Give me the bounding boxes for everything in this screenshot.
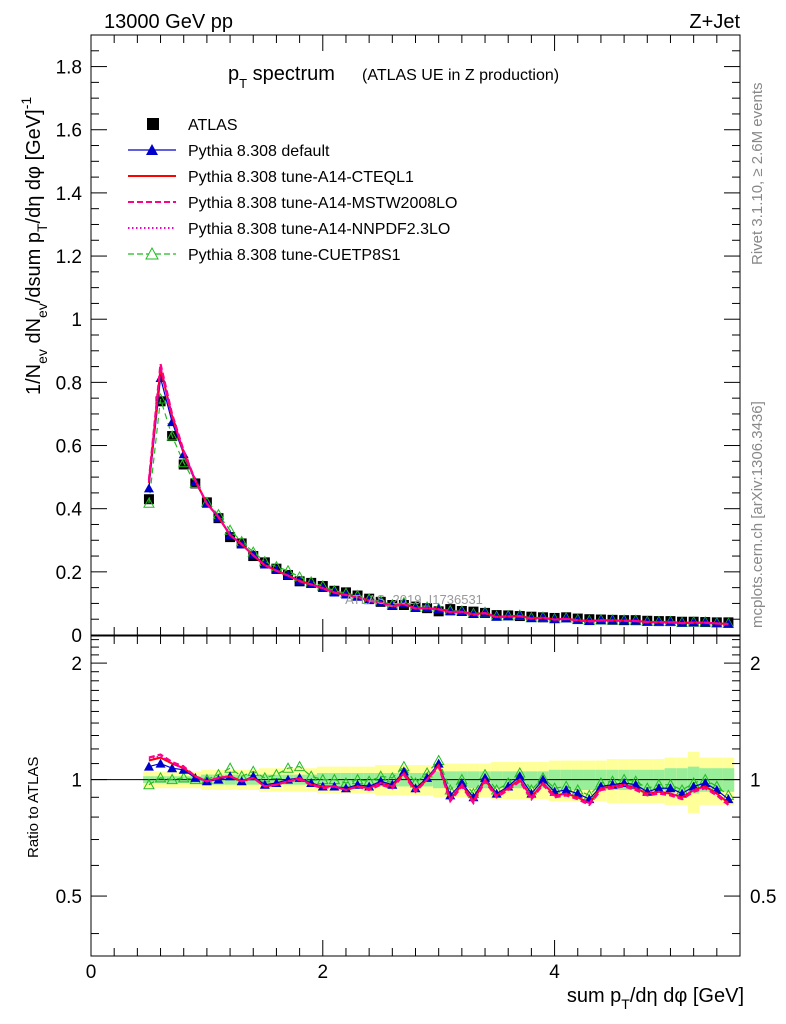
- ratio-marker-default: [561, 784, 572, 794]
- process-label: Z+Jet: [689, 11, 740, 33]
- ratio-tick-label: 2: [71, 654, 82, 675]
- ratio-marker-default: [572, 788, 583, 798]
- ratio-band-inner: [687, 766, 700, 794]
- analysis-watermark: ATLAS_2019_I1736531: [345, 592, 483, 607]
- ratio-curve-mstw: [148, 753, 730, 807]
- y-tick-label: 1.4: [56, 184, 83, 205]
- y-tick-label: 1.6: [56, 121, 82, 142]
- ratio-marker-default: [190, 772, 201, 782]
- ratio-marker-default: [398, 766, 409, 776]
- mc-curve-mstw: [147, 363, 729, 626]
- legend-label: ATLAS: [188, 117, 238, 134]
- rivet-label: Rivet 3.1.10, ≥ 2.6M events: [749, 83, 766, 266]
- ratio-marker-cuetp: [166, 773, 178, 785]
- y-axis-title: 1/Nev dNev/dsum pT/dη dφ [GeV]-1: [18, 97, 50, 395]
- ratio-tick-label-right: 0.5: [750, 887, 776, 908]
- mc-marker-default: [143, 483, 154, 493]
- y-tick-label: 0.4: [56, 500, 83, 521]
- legend-label: Pythia 8.308 tune-A14-CTEQL1: [188, 169, 414, 186]
- ratio-marker-default: [665, 783, 676, 793]
- x-tick-label: 0: [86, 962, 97, 983]
- ratio-plot-series: [143, 753, 735, 807]
- legend-label: Pythia 8.308 tune-A14-MSTW2008LO: [188, 195, 457, 212]
- ratio-marker-default: [514, 771, 525, 781]
- y-tick-label: 0.6: [56, 437, 82, 458]
- chart-subtitle: (ATLAS UE in Z production): [362, 67, 559, 84]
- mc-curve-nnpdf: [147, 366, 729, 625]
- ratio-marker-cuetp: [282, 762, 294, 773]
- ratio-marker-default: [167, 763, 178, 773]
- x-tick-label: 4: [549, 962, 560, 983]
- legend-label: Pythia 8.308 tune-CUETP8S1: [188, 247, 401, 264]
- y-tick-label: 1.2: [56, 247, 82, 268]
- main-plot-series: [143, 363, 735, 629]
- ratio-marker-default: [700, 777, 711, 787]
- x-tick-label: 2: [317, 962, 328, 983]
- atlas-data-point: [178, 459, 189, 470]
- y-tick-label: 1.8: [56, 58, 82, 79]
- y-tick-label: 0: [71, 626, 82, 647]
- y-tick-label: 0.8: [56, 373, 82, 394]
- y-tick-label: 1: [71, 310, 82, 331]
- x-axis-title: sum pT/dη dφ [GeV]: [567, 985, 744, 1012]
- energy-label: 13000 GeV pp: [104, 11, 233, 33]
- mc-curve-default: [148, 377, 729, 625]
- ratio-marker-cuetp: [177, 771, 190, 783]
- mcplots-label: mcplots.cern.ch [arXiv:1306.3436]: [749, 401, 766, 628]
- mc-marker-cuetp: [177, 456, 190, 468]
- legend-label: Pythia 8.308 default: [188, 143, 330, 160]
- mc-curve-cuetp: [148, 398, 729, 625]
- ratio-marker-default: [422, 772, 433, 782]
- ratio-marker-default: [155, 758, 166, 768]
- legend-atlas-marker: [147, 118, 159, 130]
- legend-triangle-icon: [146, 144, 158, 155]
- ratio-marker-cuetp: [143, 778, 155, 790]
- ratio-curve-nnpdf: [148, 755, 730, 805]
- ratio-marker-default: [653, 783, 664, 793]
- ratio-tick-label: 1: [71, 771, 82, 792]
- chart-title: pT spectrum: [228, 63, 335, 91]
- ratio-marker-cuetp: [293, 760, 306, 772]
- mc-curve-cteq: [147, 368, 729, 625]
- ratio-axis-title: Ratio to ATLAS: [25, 757, 42, 858]
- ratio-tick-label: 0.5: [56, 887, 82, 908]
- ratio-marker-default: [537, 774, 548, 784]
- ratio-marker-default: [433, 758, 444, 768]
- ratio-marker-default: [213, 774, 224, 784]
- axis-ticks: [90, 34, 741, 956]
- mc-marker-default: [445, 606, 456, 616]
- ratio-marker-default: [143, 761, 154, 771]
- ratio-marker-default: [456, 777, 467, 787]
- mc-marker-cuetp: [143, 497, 155, 508]
- y-tick-label: 0.2: [56, 563, 82, 584]
- legend-label: Pythia 8.308 tune-A14-NNPDF2.3LO: [188, 221, 450, 238]
- mc-marker-cuetp: [166, 430, 178, 441]
- ratio-marker-cuetp: [154, 771, 167, 783]
- ratio-tick-label-right: 1: [750, 771, 761, 792]
- ratio-marker-default: [480, 772, 491, 782]
- ratio-tick-label-right: 2: [750, 654, 761, 675]
- legend-open-triangle-icon: [145, 246, 159, 260]
- legend: ATLAS Pythia 8.308 default Pythia 8.308 tu…: [128, 117, 457, 264]
- axis-tick-labels: 0 2 4 0 0.2 0.4 0.6 0.8 1 1.2 1.4 1.6 1.8 0.5 0.5 1 1 2 2: [56, 58, 777, 983]
